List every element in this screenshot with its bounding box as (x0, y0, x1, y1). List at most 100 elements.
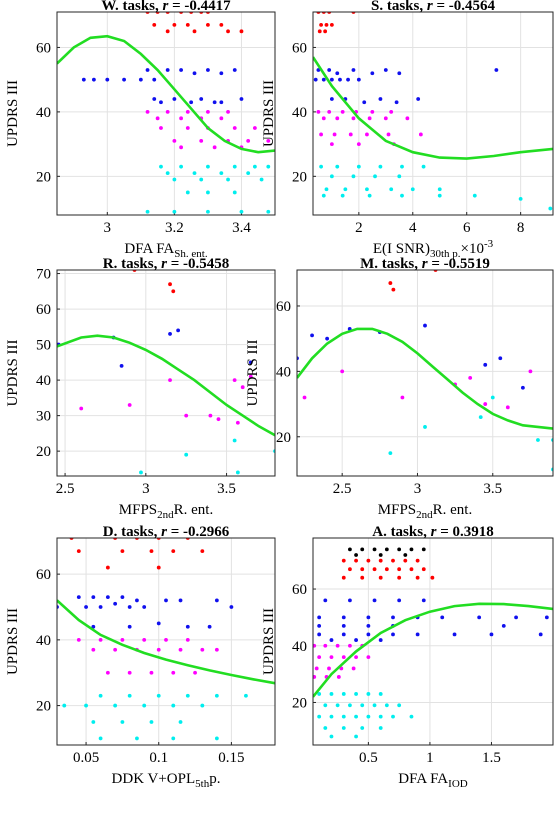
x-label-part: E(I SNR) (373, 241, 430, 257)
y-tick-label: 50 (36, 338, 51, 354)
plot-area (57, 270, 275, 476)
point (391, 558, 395, 563)
point (165, 68, 170, 72)
data-layer (313, 547, 553, 739)
point (366, 558, 371, 563)
point (423, 323, 427, 328)
point (335, 116, 340, 121)
point (185, 22, 190, 27)
x-tick-label: 1 (426, 750, 434, 766)
point (538, 632, 543, 637)
point (212, 145, 217, 150)
point (351, 174, 356, 179)
point (91, 77, 96, 82)
point (171, 289, 176, 294)
point (321, 77, 326, 82)
point (317, 29, 322, 34)
point (259, 177, 264, 182)
point (336, 675, 341, 679)
point (266, 138, 271, 143)
title-part: M. tasks, (360, 256, 422, 272)
point (317, 632, 322, 637)
point (232, 68, 237, 72)
point (184, 413, 189, 418)
point (206, 22, 210, 27)
point (76, 549, 81, 554)
point (185, 637, 190, 642)
title-part: R. tasks, (103, 256, 161, 272)
point (200, 549, 205, 554)
point (409, 567, 414, 572)
point (410, 187, 415, 192)
point (409, 547, 414, 552)
x-label-part: R. ent. (433, 502, 473, 518)
x-tick-label: 3.2 (165, 220, 184, 236)
x-tick-label: 3 (414, 481, 422, 497)
point (159, 100, 163, 105)
point (327, 68, 332, 72)
y-tick-label: 60 (276, 299, 291, 315)
point (105, 565, 110, 570)
title-part: = -0.2966 (167, 524, 230, 540)
point (317, 714, 322, 719)
point (378, 638, 383, 642)
point (415, 558, 420, 563)
point (219, 100, 224, 105)
point (98, 605, 103, 609)
point (192, 171, 197, 176)
y-tick-label: 60 (36, 302, 51, 318)
point (378, 553, 383, 557)
panel-title: M. tasks, r = -0.5519 (360, 256, 490, 272)
point (483, 362, 488, 367)
point (490, 395, 495, 400)
point (199, 97, 204, 101)
axes-frame (56, 11, 276, 216)
point (329, 142, 334, 147)
point (366, 714, 371, 719)
point (340, 369, 345, 374)
point (348, 567, 352, 572)
point (316, 109, 321, 114)
axes-frame (56, 269, 276, 477)
title-part: r (422, 256, 428, 272)
point (378, 558, 383, 563)
point (248, 374, 253, 379)
point (122, 77, 126, 82)
title-part: = -0.4564 (433, 0, 496, 14)
x-label-part: Sh. ent. (174, 248, 208, 260)
point (319, 132, 323, 137)
point (341, 655, 346, 659)
point (319, 164, 323, 169)
point (76, 595, 81, 600)
point (145, 68, 150, 72)
point (98, 693, 103, 698)
point (329, 174, 334, 179)
point (489, 632, 494, 637)
point (105, 77, 110, 82)
panel: 0.5 1 1.5 20 40 60 A. tasks, r = 0.3918 UPDRS I… (261, 524, 554, 790)
point (391, 632, 395, 637)
title-part: S. tasks, (371, 0, 427, 14)
point (91, 595, 96, 600)
point (135, 598, 139, 603)
point (120, 595, 125, 600)
point (378, 575, 383, 580)
point (544, 615, 549, 620)
point (127, 403, 132, 407)
title-part: = 0.3918 (436, 524, 493, 540)
point (341, 615, 346, 620)
point (362, 100, 367, 105)
point (323, 598, 328, 603)
point (323, 703, 328, 708)
title-part: r (431, 524, 437, 540)
point (378, 164, 383, 169)
point (206, 209, 210, 214)
title-part: D. tasks, (103, 524, 161, 540)
point (327, 109, 332, 114)
x-label-part: R. ent. (174, 502, 214, 518)
title-part: = -0.5458 (167, 256, 229, 272)
point (348, 132, 353, 137)
point (317, 655, 322, 659)
panel-title: D. tasks, r = -0.2966 (103, 524, 230, 540)
point (84, 605, 88, 609)
